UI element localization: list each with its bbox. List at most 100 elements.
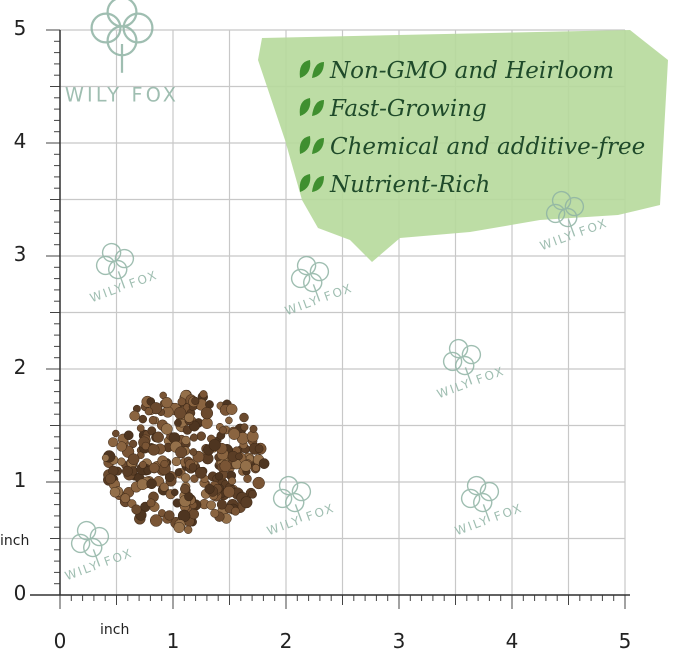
- seed: [195, 466, 207, 479]
- leaf-icon: [299, 136, 324, 154]
- y-label: 3: [14, 242, 27, 266]
- feature-text: Fast-Growing: [329, 96, 487, 122]
- seed: [252, 476, 265, 490]
- clover-leaf: [106, 0, 138, 28]
- seed: [105, 473, 116, 485]
- seed: [210, 508, 220, 518]
- x-label: 2: [280, 629, 293, 653]
- clover-stem: [482, 504, 491, 522]
- clover-leaf: [114, 248, 135, 269]
- clover-leaf: [545, 203, 566, 224]
- seed: [181, 473, 191, 483]
- seed: [171, 488, 179, 497]
- seed: [196, 431, 206, 441]
- seed: [148, 462, 160, 474]
- seed: [231, 506, 240, 516]
- seed: [248, 489, 257, 499]
- watermark-text: WILY FOX: [265, 501, 337, 539]
- leaf-icon: [299, 98, 324, 116]
- watermark: WILY FOX: [63, 520, 135, 584]
- seed: [206, 500, 216, 510]
- seed: [136, 478, 149, 491]
- clover-leaf: [89, 526, 110, 547]
- seed: [138, 414, 148, 424]
- unit-label: inch: [0, 533, 29, 549]
- seed: [121, 465, 133, 477]
- seed: [120, 493, 131, 504]
- seed: [204, 483, 215, 495]
- seed: [164, 472, 175, 483]
- seed: [101, 454, 110, 462]
- leaf-icon: [299, 174, 324, 192]
- seed-pile: [101, 389, 270, 534]
- x-label: 1: [167, 629, 180, 653]
- seed: [190, 474, 199, 483]
- clover-leaf: [461, 344, 482, 365]
- seed: [180, 484, 190, 494]
- seed: [108, 437, 118, 448]
- x-label: 0: [54, 629, 67, 653]
- seed: [138, 460, 147, 469]
- seed: [161, 397, 173, 409]
- seed: [144, 407, 153, 416]
- clover-leaf: [460, 488, 481, 509]
- y-label: 0: [14, 581, 27, 605]
- clover-leaf: [122, 12, 154, 44]
- watermark: WILY FOX: [88, 242, 160, 306]
- seed: [152, 431, 164, 443]
- seed: [116, 441, 127, 452]
- seed: [174, 419, 182, 427]
- seed: [223, 485, 235, 498]
- clover-leaf: [291, 481, 312, 502]
- seed: [226, 403, 238, 415]
- clover-stem: [464, 367, 473, 385]
- seed: [136, 424, 145, 433]
- seed: [239, 412, 249, 423]
- watermark: WILY FOX: [65, 0, 179, 107]
- seed: [225, 416, 233, 425]
- seed: [188, 463, 198, 472]
- seed: [184, 525, 193, 534]
- clover-leaf: [95, 255, 116, 276]
- seed: [173, 521, 185, 534]
- watermark-text: WILY FOX: [88, 268, 160, 306]
- seed: [235, 452, 243, 461]
- y-label: 5: [14, 16, 27, 40]
- seed: [174, 406, 187, 420]
- clover-stem: [294, 504, 303, 522]
- unit-label: inch: [100, 622, 129, 638]
- seed: [188, 508, 200, 520]
- seed: [189, 433, 199, 442]
- watermark: WILY FOX: [265, 475, 337, 539]
- seed: [214, 472, 224, 481]
- seed: [112, 429, 120, 438]
- leaf-icon: [299, 60, 324, 78]
- clover-stem: [92, 549, 101, 567]
- seed: [184, 412, 195, 423]
- seed: [174, 468, 183, 477]
- seed: [184, 491, 194, 502]
- feature-text: Nutrient-Rich: [329, 172, 490, 198]
- y-label: 2: [14, 355, 27, 379]
- seed: [216, 499, 227, 510]
- y-label: 1: [14, 468, 27, 492]
- seed: [201, 417, 213, 429]
- seed: [181, 435, 191, 445]
- clover-leaf: [309, 261, 330, 282]
- seed: [191, 396, 200, 405]
- seed: [243, 474, 252, 483]
- seed: [219, 460, 232, 473]
- watermark-text: WILY FOX: [538, 216, 610, 254]
- watermark-text: WILY FOX: [63, 546, 135, 584]
- seed: [147, 443, 160, 456]
- seed: [228, 428, 241, 440]
- seed: [199, 390, 208, 399]
- seed: [219, 426, 227, 435]
- seed: [254, 444, 264, 454]
- seed: [128, 439, 138, 449]
- watermark-text: WILY FOX: [65, 84, 179, 107]
- clover-leaf: [290, 268, 311, 289]
- seed: [117, 457, 126, 466]
- seed: [148, 415, 158, 425]
